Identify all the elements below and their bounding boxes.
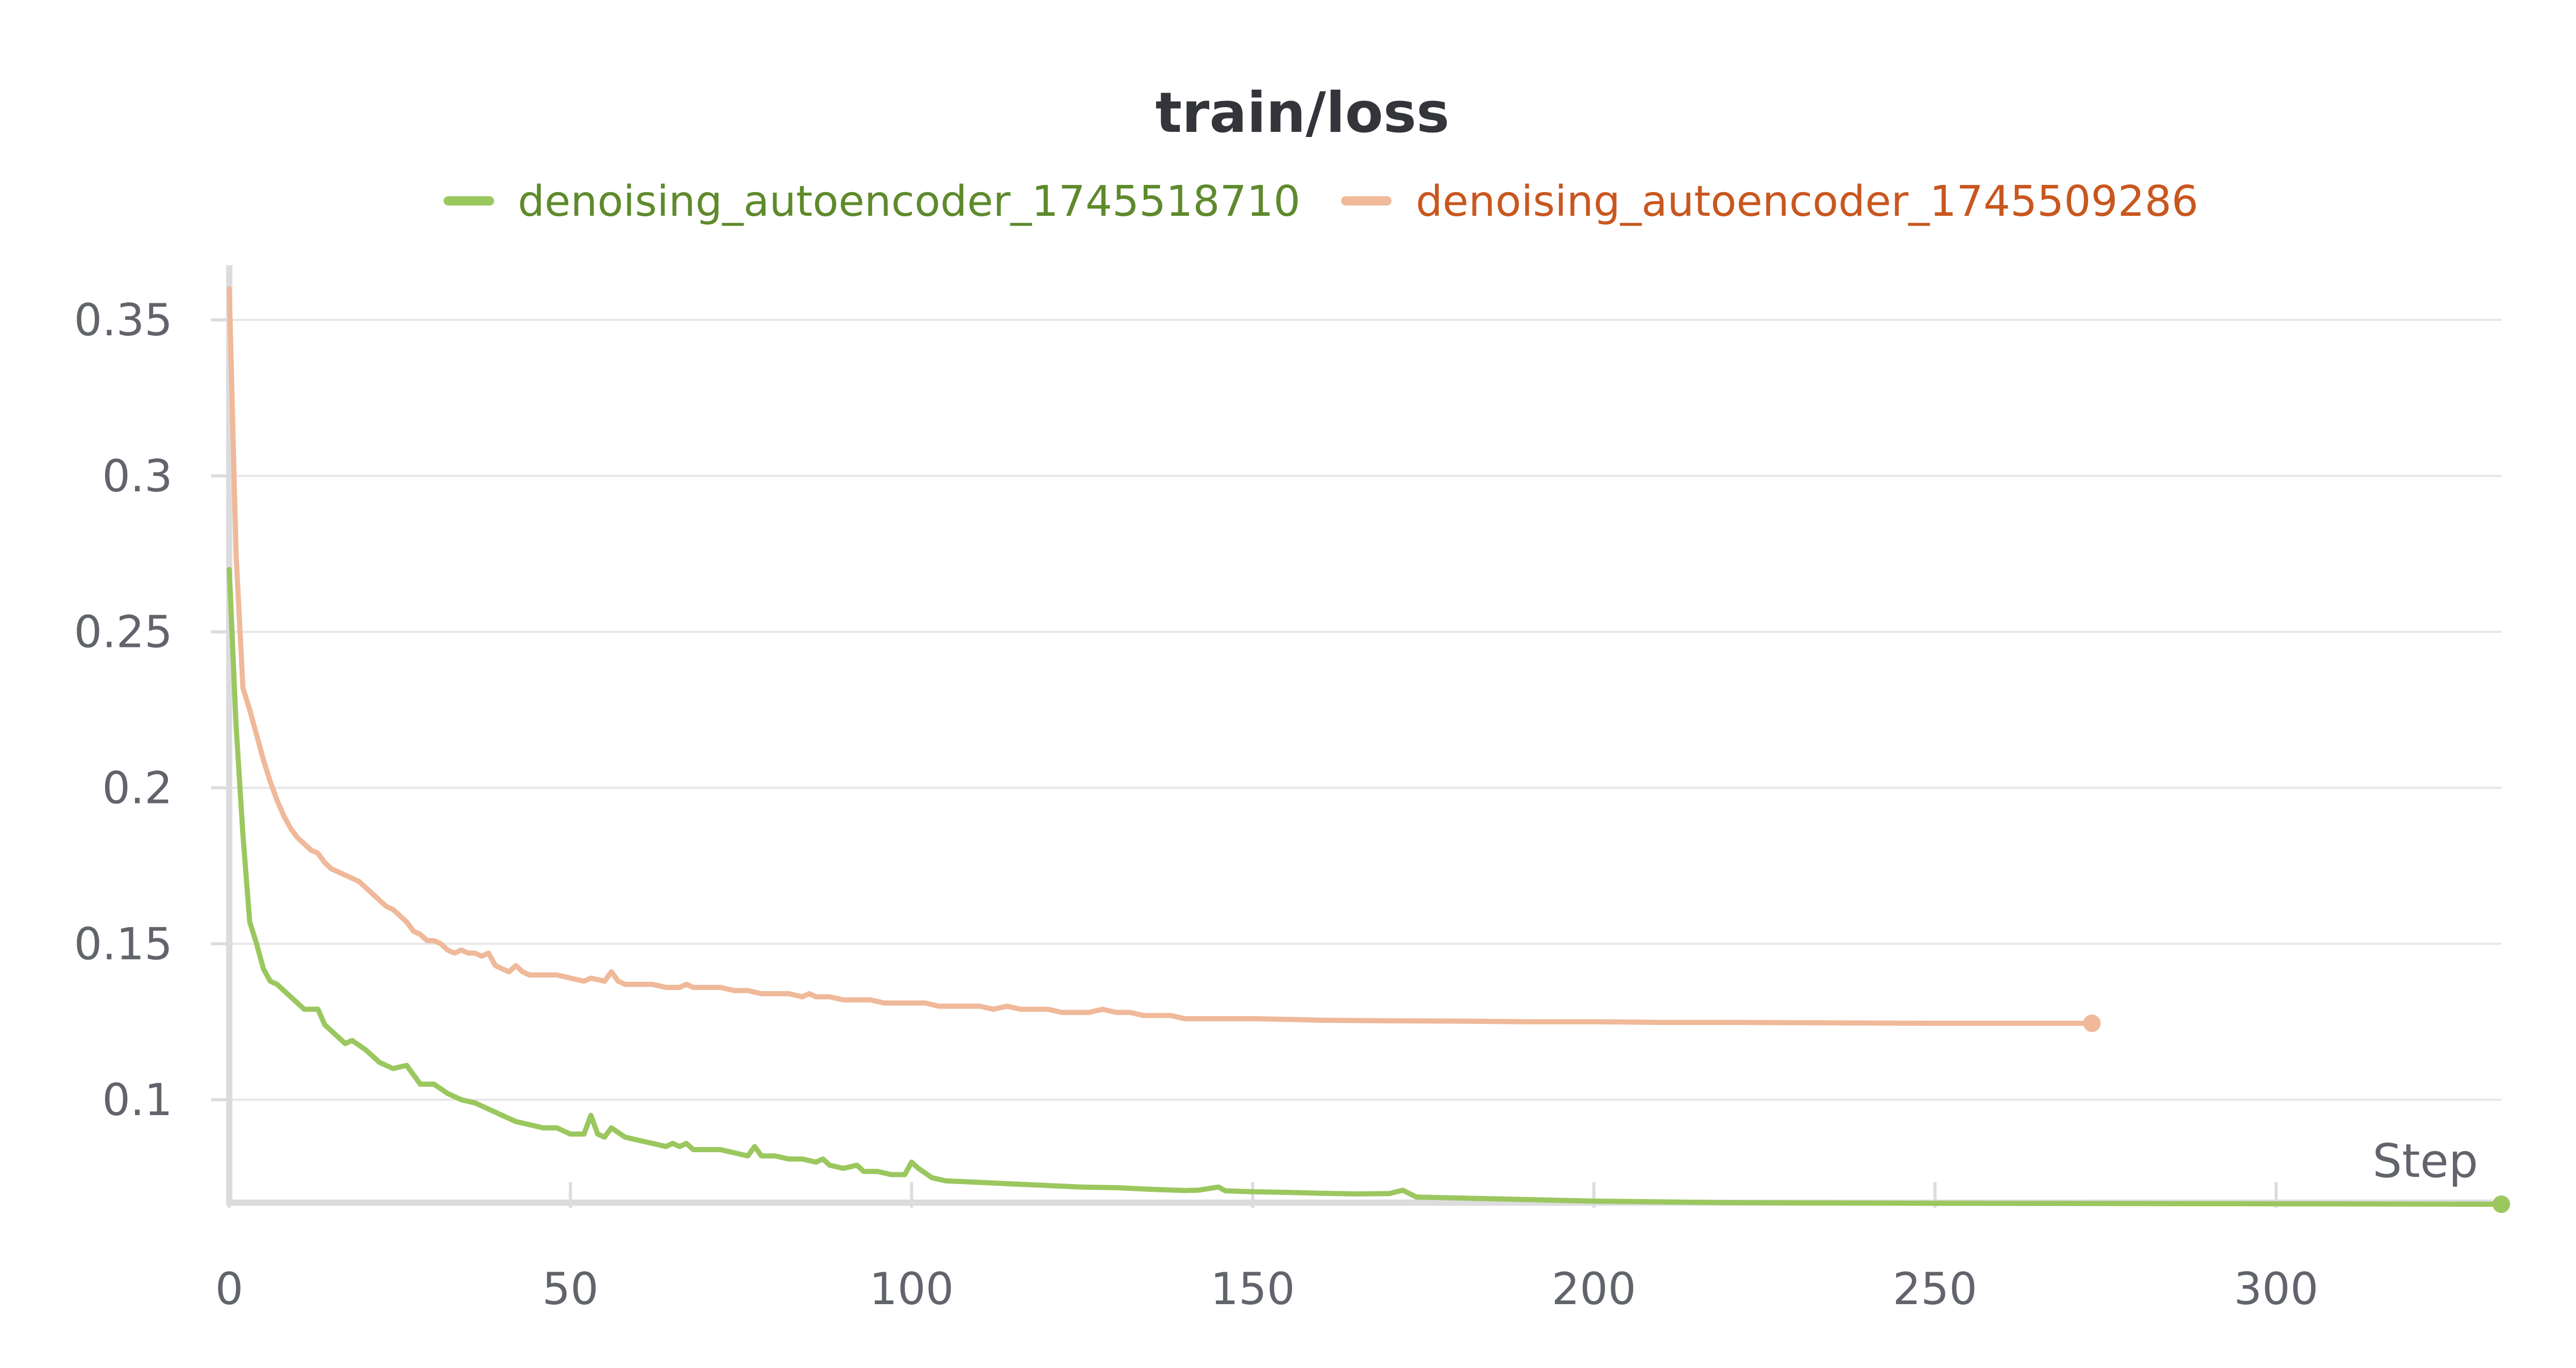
y-tick-label: 0.3 [102, 451, 173, 502]
grid [229, 319, 2501, 1101]
series-lines [227, 286, 2510, 1213]
x-axis-ticks: 0 50 100 150 200 250 300 [215, 1182, 2318, 1315]
legend-label-0: denoising_autoencoder_1745518710 [518, 177, 1300, 226]
legend-label-1: denoising_autoencoder_1745509286 [1416, 177, 2198, 226]
series-end-marker-1 [2083, 1014, 2101, 1032]
chart-title: train/loss [1156, 81, 1450, 145]
y-axis-ticks: 0.1 0.15 0.2 0.25 0.3 0.35 [74, 295, 229, 1126]
x-axis-title: Step [2372, 1134, 2478, 1188]
y-tick-label: 0.2 [102, 763, 173, 814]
x-tick-label: 300 [2234, 1263, 2318, 1315]
x-tick-label: 100 [869, 1263, 954, 1315]
y-tick-label: 0.1 [102, 1074, 173, 1126]
x-tick-label: 150 [1210, 1263, 1295, 1315]
x-tick-label: 0 [215, 1263, 244, 1315]
axes [226, 265, 2501, 1206]
series-line-1 [227, 286, 2095, 1026]
x-tick-label: 50 [542, 1263, 598, 1315]
y-tick-label: 0.25 [74, 607, 173, 658]
legend: denoising_autoencoder_1745518710 denoisin… [444, 177, 2198, 226]
y-tick-label: 0.15 [74, 918, 173, 970]
series-line-0 [227, 567, 2504, 1207]
x-tick-label: 200 [1552, 1263, 1636, 1315]
x-tick-label: 250 [1893, 1263, 1977, 1315]
y-tick-label: 0.35 [74, 295, 173, 346]
series-end-marker-0 [2493, 1195, 2510, 1213]
